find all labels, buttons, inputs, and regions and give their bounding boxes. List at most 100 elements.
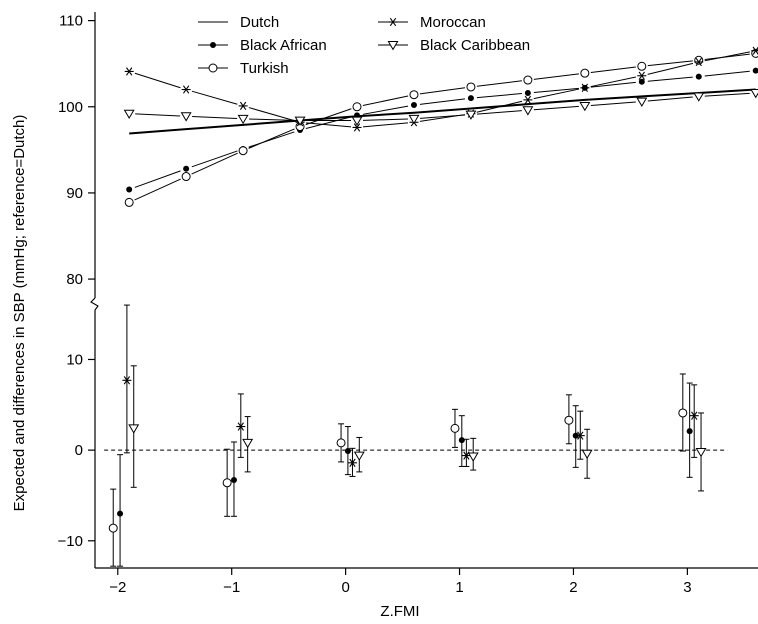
series-segment <box>192 116 238 120</box>
legend-entry-black-african: Black African <box>198 37 327 54</box>
legend-entry-moroccan: Moroccan <box>378 14 486 31</box>
x-tick-label: −1 <box>223 579 240 596</box>
series-black-caribbean <box>123 89 758 126</box>
series-segment <box>305 108 352 126</box>
y-tick-label-upper: 100 <box>58 99 83 116</box>
series-segment <box>590 66 636 73</box>
axis-break-mark <box>90 297 99 311</box>
data-point <box>236 422 246 431</box>
series-segment <box>704 51 750 62</box>
legend-entry-dutch: Dutch <box>198 14 279 31</box>
series-segment <box>191 150 238 168</box>
legend-marker <box>208 63 218 73</box>
data-point <box>237 114 249 125</box>
series-segment <box>533 105 579 111</box>
data-point <box>524 89 531 96</box>
data-point <box>124 67 134 76</box>
series-segment <box>248 131 295 148</box>
series-segment <box>248 128 295 149</box>
data-point <box>238 146 248 156</box>
data-point <box>126 186 133 193</box>
data-point <box>465 110 477 120</box>
series-segment <box>249 118 295 121</box>
legend: Dutch Black African Turkish Moroccan Black C… <box>198 14 530 77</box>
data-point <box>523 75 533 85</box>
data-point <box>564 415 574 425</box>
data-point <box>410 102 417 109</box>
data-point <box>467 452 479 462</box>
series-segment <box>419 114 465 119</box>
data-point <box>122 376 132 385</box>
data-point <box>466 82 476 92</box>
series-segment <box>647 60 693 67</box>
data-point <box>686 428 693 435</box>
series-segment <box>419 98 466 105</box>
data-point <box>522 106 534 116</box>
series-turkish <box>124 48 758 207</box>
series-segment <box>248 107 295 122</box>
data-point <box>695 73 702 80</box>
series-segment <box>362 122 409 128</box>
series-moroccan <box>124 46 758 132</box>
data-point <box>409 90 419 100</box>
group-moroccan <box>122 304 699 477</box>
data-point <box>572 432 579 439</box>
data-point <box>467 95 474 102</box>
y-tick-label-lower: 0 <box>75 442 83 459</box>
legend-label: Turkish <box>240 60 289 77</box>
legend-label: Moroccan <box>420 14 486 31</box>
series-segment <box>305 122 352 128</box>
data-point <box>294 116 306 126</box>
data-point <box>181 172 191 182</box>
series-segment <box>362 95 409 107</box>
data-point <box>678 408 688 418</box>
series-segment <box>647 96 693 102</box>
legend-label: Black Caribbean <box>420 37 530 54</box>
data-point <box>695 447 707 458</box>
series-segment <box>590 76 637 88</box>
data-point <box>347 458 357 467</box>
data-point <box>580 68 590 78</box>
series-segment <box>362 105 409 115</box>
group-turkish <box>108 373 688 567</box>
series-segment <box>419 87 466 95</box>
data-point <box>238 101 248 111</box>
series-segment <box>476 100 523 113</box>
y-tick-label-upper: 80 <box>66 271 83 288</box>
y-tick-label-lower: 10 <box>66 351 83 368</box>
data-point <box>117 510 124 517</box>
data-point <box>128 424 140 434</box>
series-segment <box>134 170 181 188</box>
legend-marker <box>388 17 398 27</box>
data-point <box>336 438 346 448</box>
data-point <box>450 423 460 433</box>
data-point <box>694 55 704 65</box>
data-point <box>579 101 591 112</box>
series-segment <box>533 73 579 80</box>
legend-marker <box>387 41 399 51</box>
group-black-caribbean <box>128 365 707 492</box>
legend-entry-black-caribbean: Black Caribbean <box>378 37 530 54</box>
x-tick-label: 0 <box>341 579 349 596</box>
x-tick-label: 1 <box>455 579 463 596</box>
group-black-african <box>117 382 693 567</box>
series-segment <box>590 81 636 88</box>
series-segment <box>191 152 238 175</box>
series-segment <box>476 110 522 115</box>
data-point <box>123 109 135 120</box>
data-point <box>637 61 647 71</box>
data-point <box>458 437 465 444</box>
data-point <box>351 116 363 126</box>
data-point <box>222 478 232 488</box>
series-segment <box>362 118 408 121</box>
x-tick-label: 3 <box>683 579 691 596</box>
series-segment <box>533 87 579 93</box>
data-point <box>353 451 365 461</box>
data-point <box>108 523 118 533</box>
series-black-african <box>126 67 758 193</box>
y-tick-label-upper: 110 <box>59 13 83 30</box>
data-point <box>693 92 705 102</box>
y-axis-title: Expected and differences in SBP (mmHg; r… <box>11 115 28 512</box>
series-segment <box>191 90 238 105</box>
